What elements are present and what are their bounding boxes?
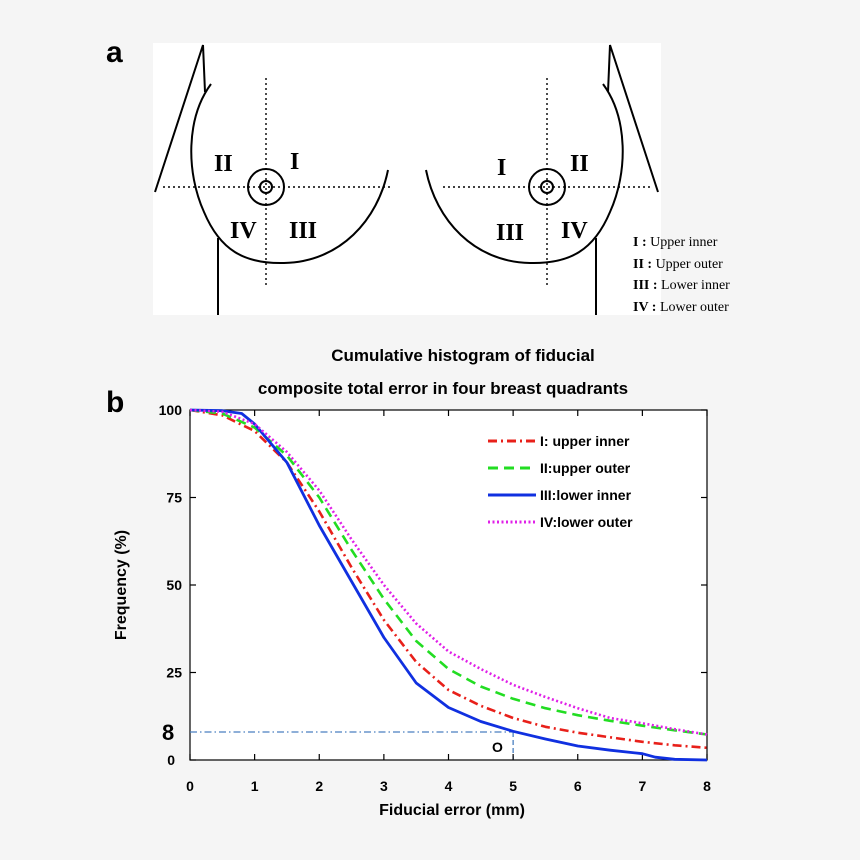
y-tick-label: 50	[166, 577, 182, 593]
panel-b: b Cumulative histogram of fiducial compo…	[106, 346, 711, 819]
series-layer	[189, 408, 708, 762]
left-quadrant-2: II	[214, 151, 233, 177]
key-item-2: II : Upper outer	[633, 257, 723, 272]
y-axis-ticks: 0 25 50 75 100	[159, 402, 707, 768]
x-axis-ticks: 0 1 2 3 4 5 6 7 8	[186, 410, 711, 794]
left-quadrant-3: III	[289, 218, 317, 244]
legend: I: upper inner II:upper outer III:lower in…	[488, 433, 633, 530]
left-breast-diagram	[154, 44, 390, 315]
right-breast-diagram	[425, 44, 659, 315]
chart-title-line-1: Cumulative histogram of fiducial	[331, 346, 595, 365]
panel-a-letter: a	[106, 36, 123, 69]
series-line-3	[189, 408, 708, 762]
right-quadrant-1: I	[497, 155, 506, 181]
key-text-1: Upper inner	[650, 235, 718, 250]
x-tick-label: 8	[703, 778, 711, 794]
x-axis-label: Fiducial error (mm)	[379, 802, 525, 819]
key-numeral-2: II :	[633, 257, 652, 272]
right-areola	[528, 168, 566, 206]
right-chest-wall	[607, 44, 659, 193]
key-text-2: Upper outer	[656, 257, 724, 272]
key-item-3: III : Lower inner	[633, 278, 730, 293]
x-tick-label: 0	[186, 778, 194, 794]
panel-a: a I II III IV I II III IV	[106, 36, 730, 315]
left-chest-wall	[154, 44, 206, 193]
chart-title-line-2: composite total error in four breast qua…	[258, 379, 628, 398]
x-tick-label: 7	[638, 778, 646, 794]
key-numeral-1: I :	[633, 235, 647, 250]
y-tick-label: 75	[166, 490, 182, 506]
left-areola	[247, 168, 285, 206]
legend-label-1: I: upper inner	[540, 433, 630, 449]
legend-label-2: II:upper outer	[540, 460, 631, 476]
key-text-3: Lower inner	[661, 278, 730, 293]
y-tick-label: 0	[167, 752, 175, 768]
x-tick-label: 6	[574, 778, 582, 794]
highlight-value-label: 8	[162, 720, 174, 745]
left-breast-outline	[190, 83, 389, 265]
legend-label-4: IV:lower outer	[540, 514, 633, 530]
quadrant-key: I : Upper inner II : Upper outer III : L…	[633, 235, 730, 315]
key-item-4: IV : Lower outer	[633, 300, 729, 315]
y-axis-label: Frequency (%)	[113, 530, 130, 640]
right-quadrant-4: IV	[561, 218, 588, 244]
highlight-point-label: O	[492, 739, 503, 755]
left-quadrant-4: IV	[230, 218, 257, 244]
left-quadrant-1: I	[290, 149, 299, 175]
x-tick-label: 3	[380, 778, 388, 794]
left-nipple	[259, 180, 273, 194]
series-line-4	[189, 408, 708, 736]
x-tick-label: 5	[509, 778, 517, 794]
plot-area	[189, 409, 708, 761]
right-breast-outline	[425, 83, 624, 265]
key-numeral-4: IV :	[633, 300, 656, 315]
y-tick-label: 100	[159, 402, 183, 418]
x-tick-label: 4	[445, 778, 453, 794]
series-line-2	[189, 408, 708, 736]
key-text-4: Lower outer	[660, 300, 729, 315]
panel-a-background	[153, 43, 661, 315]
right-quadrant-2: II	[570, 151, 589, 177]
x-tick-label: 1	[251, 778, 259, 794]
right-nipple	[540, 180, 554, 194]
legend-label-3: III:lower inner	[540, 487, 632, 503]
panel-b-letter: b	[106, 386, 124, 419]
right-quadrant-3: III	[496, 220, 524, 246]
guide-lines	[190, 731, 514, 760]
y-tick-label: 25	[166, 665, 182, 681]
series-line-1	[189, 408, 708, 750]
key-item-1: I : Upper inner	[633, 235, 718, 250]
key-numeral-3: III :	[633, 278, 658, 293]
x-tick-label: 2	[315, 778, 323, 794]
